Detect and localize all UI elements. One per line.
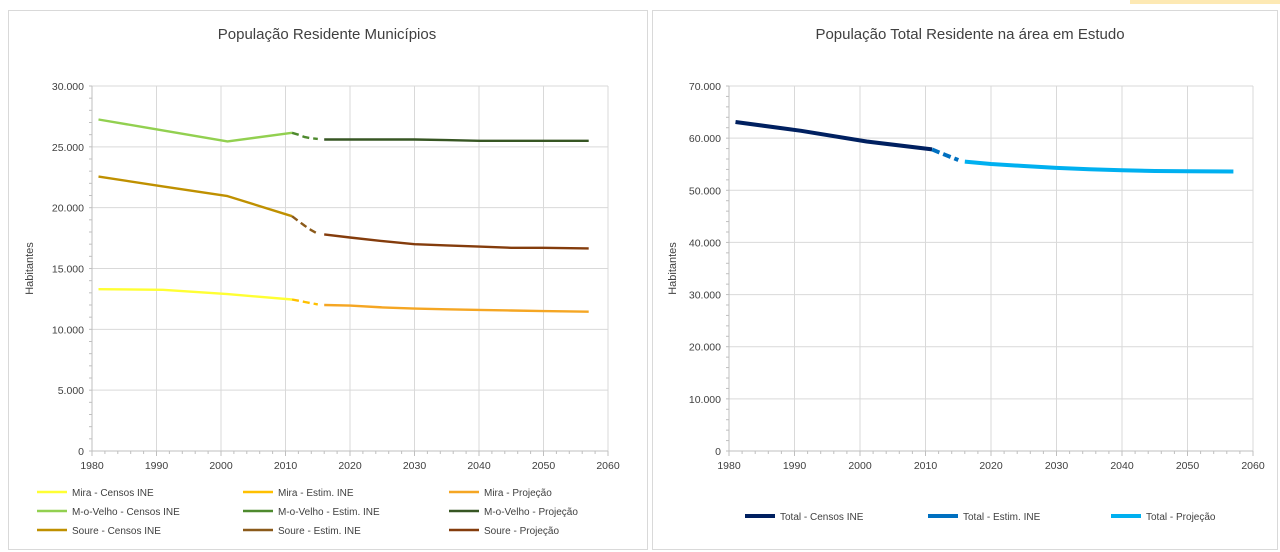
y-tick-label: 0: [715, 446, 721, 458]
series-line-2: [964, 159, 1234, 174]
legend-label: Total - Censos INE: [780, 512, 864, 523]
x-tick-label: 1980: [80, 460, 104, 472]
series-line-4: [291, 131, 318, 141]
legend-label: Soure - Censos INE: [72, 526, 161, 537]
y-tick-label: 10.000: [689, 394, 721, 406]
x-tick-label: 2060: [1241, 460, 1265, 472]
series-line-7: [291, 215, 319, 235]
legend-label: Soure - Projeção: [484, 526, 559, 537]
x-tick-label: 2020: [338, 460, 362, 472]
x-tick-label: 2000: [209, 460, 233, 472]
x-tick-label: 2030: [1045, 460, 1069, 472]
chart-title: População Total Residente na área em Est…: [815, 26, 1124, 43]
series-line-8: [324, 233, 589, 250]
series-line-2: [324, 303, 589, 313]
chart-panel-total: População Total Residente na área em Est…: [652, 10, 1278, 550]
x-tick-label: 2010: [274, 460, 298, 472]
y-tick-label: 0: [78, 446, 84, 458]
x-tick-label: 2020: [979, 460, 1003, 472]
x-tick-label: 2000: [848, 460, 872, 472]
y-tick-label: 50.000: [689, 185, 721, 197]
y-tick-label: 5.000: [58, 385, 84, 397]
legend-label: M-o-Velho - Censos INE: [72, 507, 180, 518]
y-tick-label: 60.000: [689, 133, 721, 145]
y-tick-label: 20.000: [689, 342, 721, 354]
y-axis-label: Habitantes: [24, 242, 36, 295]
y-axis-label: Habitantes: [667, 242, 679, 295]
series-line-1: [931, 147, 960, 162]
x-tick-label: 2010: [914, 460, 938, 472]
legend-label: Soure - Estim. INE: [278, 526, 361, 537]
legend-label: Mira - Estim. INE: [278, 488, 354, 499]
y-tick-label: 30.000: [689, 290, 721, 302]
y-tick-label: 40.000: [689, 237, 721, 249]
y-tick-label: 30.000: [52, 81, 84, 93]
series-line-3: [98, 118, 293, 143]
legend-label: Total - Estim. INE: [963, 512, 1041, 523]
x-tick-label: 1990: [145, 460, 169, 472]
x-tick-label: 2050: [1176, 460, 1200, 472]
x-tick-label: 2060: [596, 460, 620, 472]
x-tick-label: 2050: [532, 460, 556, 472]
y-tick-label: 70.000: [689, 81, 721, 93]
legend-label: M-o-Velho - Estim. INE: [278, 507, 380, 518]
x-tick-label: 1990: [783, 460, 807, 472]
chart-title: População Residente Municípios: [218, 26, 436, 43]
legend-label: M-o-Velho - Projeção: [484, 507, 578, 518]
y-tick-label: 20.000: [52, 203, 84, 215]
y-tick-label: 10.000: [52, 324, 84, 336]
series-line-0: [735, 120, 933, 152]
series-line-5: [324, 138, 589, 142]
y-tick-label: 25.000: [52, 142, 84, 154]
chart-svg-municipios: População Residente Municípios 1980 1990 20…: [24, 26, 620, 537]
y-tick-label: 15.000: [52, 264, 84, 276]
x-tick-label: 2040: [467, 460, 491, 472]
series-line-0: [98, 288, 293, 301]
legend-label: Mira - Projeção: [484, 488, 552, 499]
chart-svg-total: População Total Residente na área em Est…: [667, 26, 1265, 523]
chart-panel-municipios: População Residente Municípios 1980 1990 20…: [8, 10, 648, 550]
x-tick-label: 1980: [717, 460, 741, 472]
series-line-6: [98, 175, 293, 218]
x-tick-label: 2040: [1110, 460, 1134, 472]
legend-label: Mira - Censos INE: [72, 488, 154, 499]
top-accent-bar: [1130, 0, 1280, 4]
x-tick-label: 2030: [403, 460, 427, 472]
legend-label: Total - Projeção: [1146, 512, 1216, 523]
series-line-1: [291, 298, 319, 306]
